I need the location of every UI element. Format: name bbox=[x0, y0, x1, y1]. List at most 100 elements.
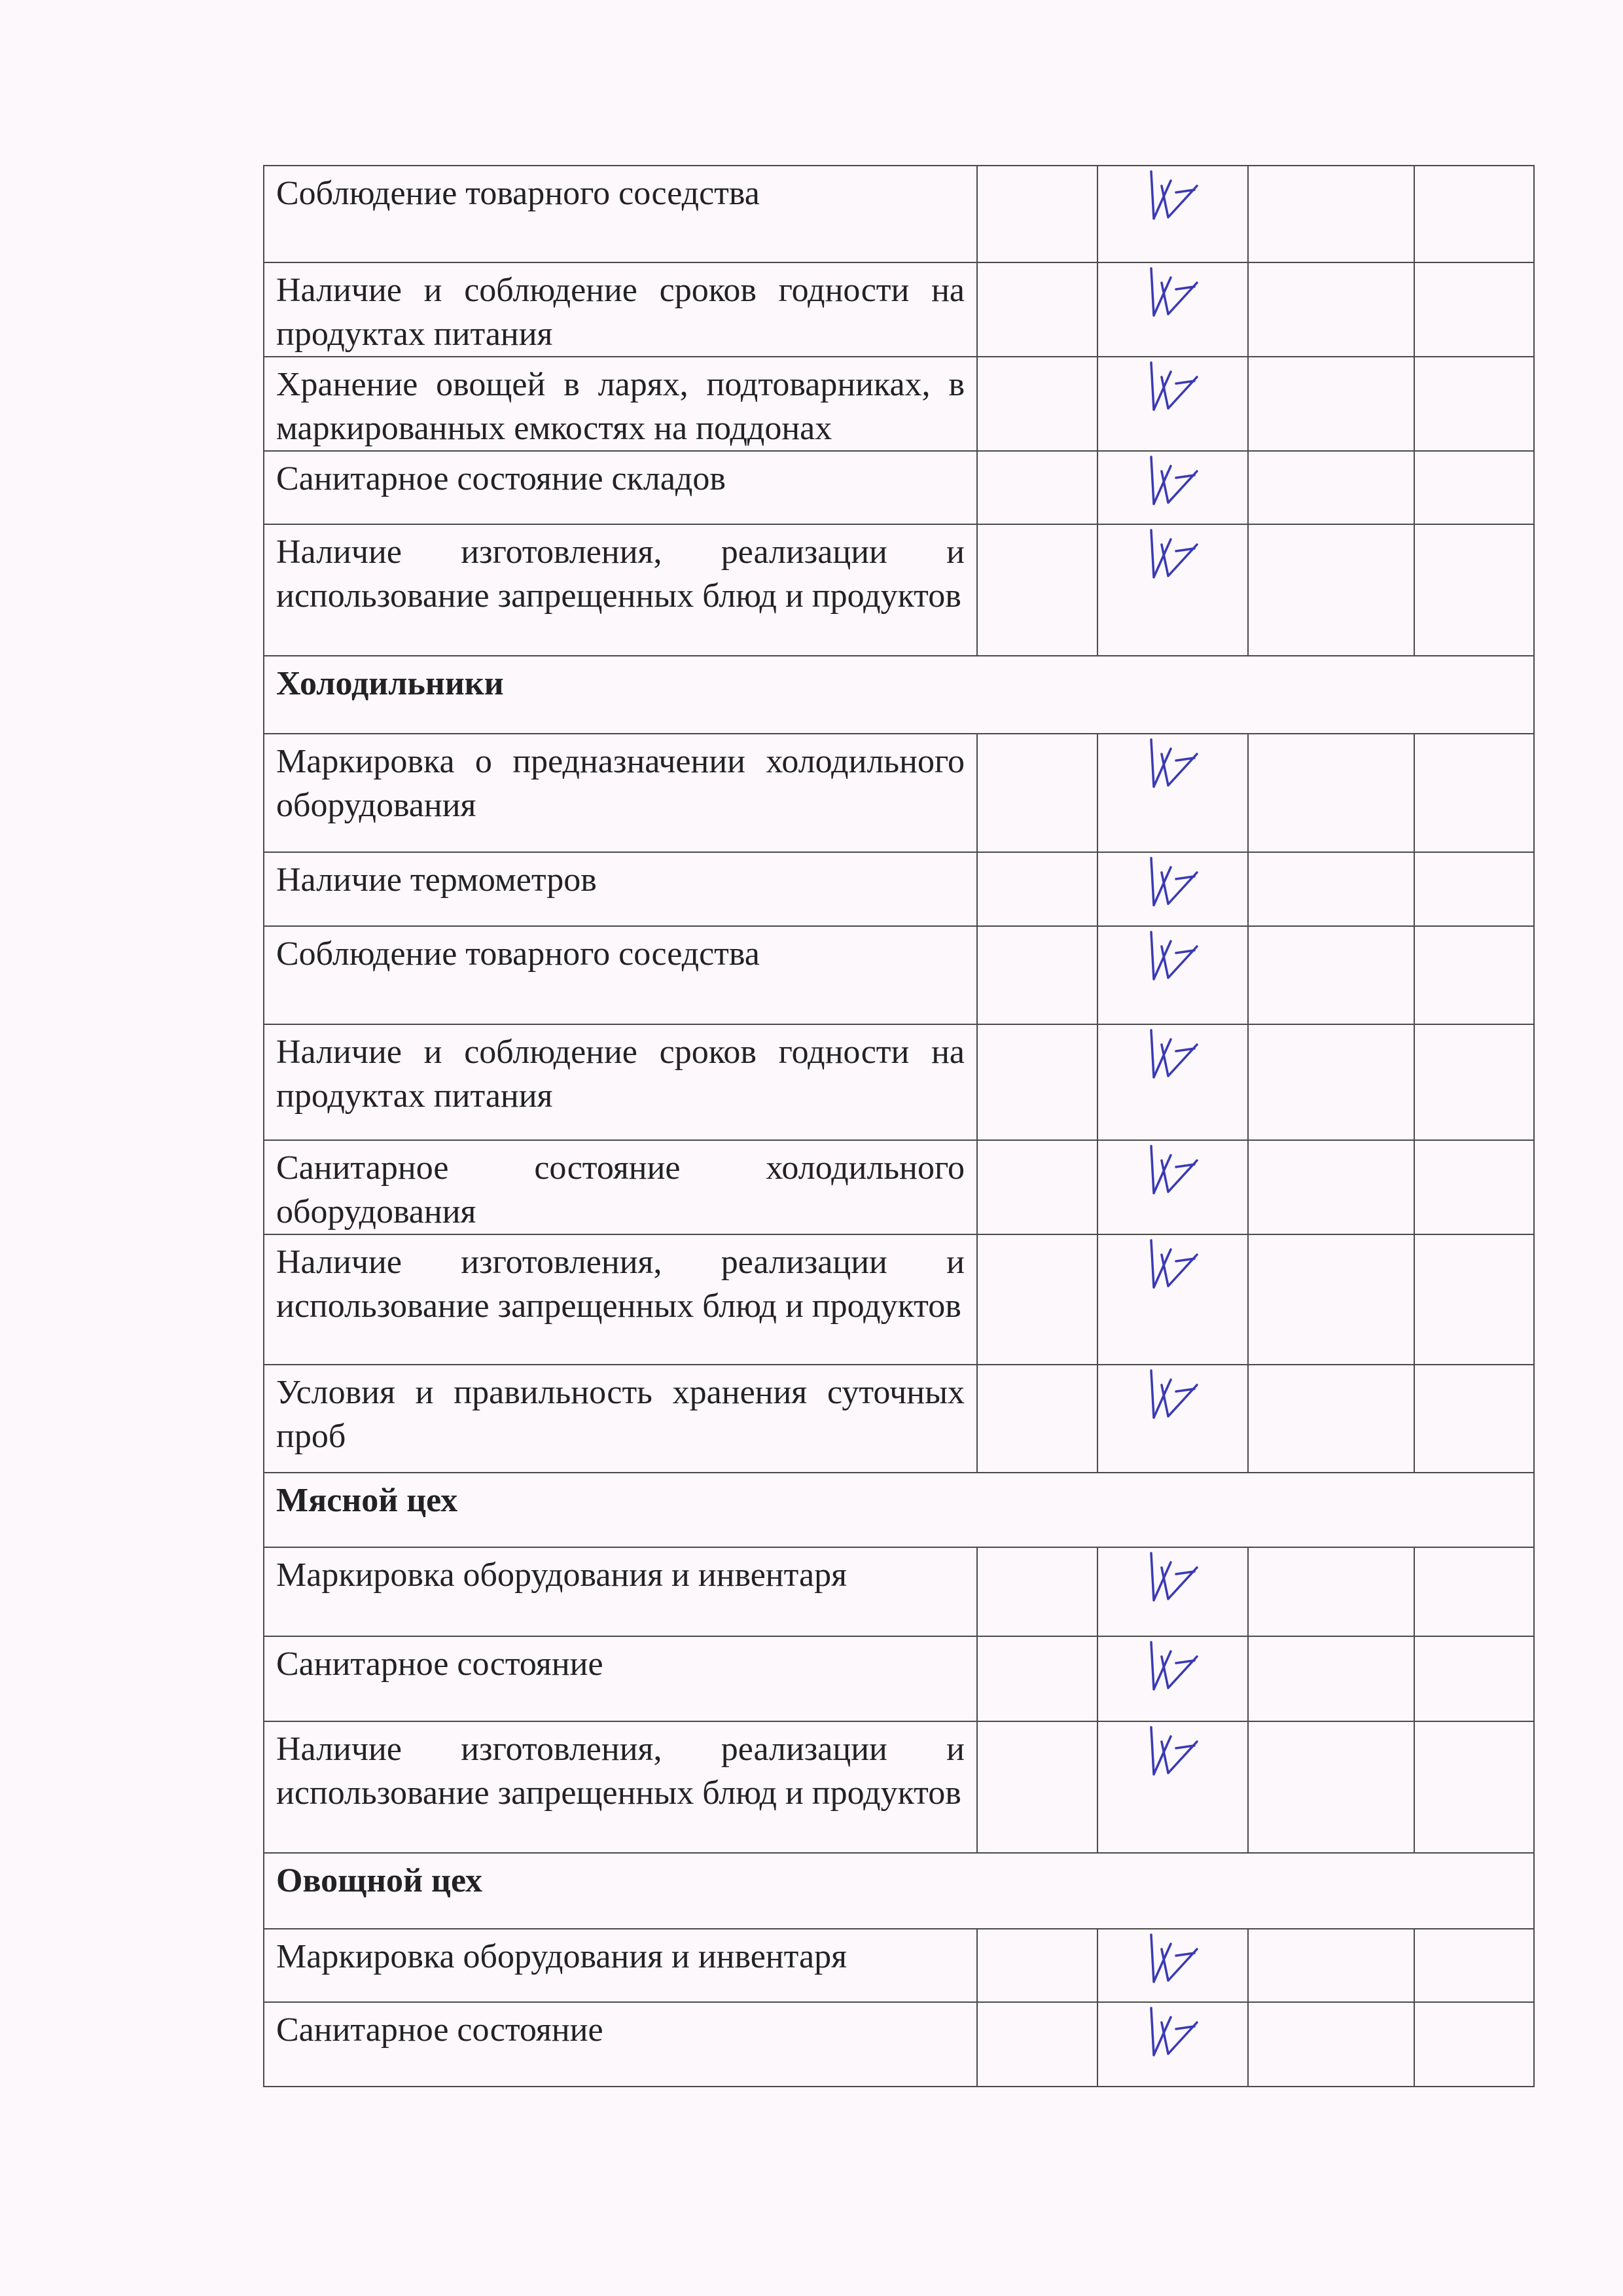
criterion-cell: Наличие изготовления, реализации и испол… bbox=[263, 1234, 978, 1365]
mark-cell-1 bbox=[976, 2001, 1098, 2087]
mark-cell-1 bbox=[976, 1139, 1098, 1235]
table-row: Санитарное состояние bbox=[263, 2001, 1535, 2087]
mark-cell-1 bbox=[976, 524, 1098, 656]
mark-cell-1 bbox=[976, 1024, 1098, 1141]
mark-cell-4 bbox=[1414, 165, 1535, 263]
handwritten-check-icon bbox=[1150, 267, 1198, 317]
criterion-cell: Наличие изготовления, реализации и испол… bbox=[263, 1721, 978, 1854]
mark-cell-3 bbox=[1247, 524, 1415, 656]
mark-cell-1 bbox=[976, 1636, 1098, 1722]
criterion-cell: Санитарное состояние холодильного оборуд… bbox=[263, 1139, 978, 1235]
mark-cell-4 bbox=[1414, 1928, 1535, 2003]
section-header-row: Мясной цех bbox=[263, 1472, 1535, 1548]
section-title: Холодильники bbox=[276, 665, 504, 702]
criterion-cell: Маркировка о предназначении холодильного… bbox=[263, 733, 978, 853]
criterion-cell: Маркировка оборудования и инвентаря bbox=[263, 1928, 978, 2003]
criterion-cell: Санитарное состояние bbox=[263, 2001, 978, 2087]
mark-cell-1 bbox=[976, 1364, 1098, 1473]
mark-cell-1 bbox=[976, 450, 1098, 525]
table-row: Наличие и соблюдение сроков годности на … bbox=[263, 1024, 1535, 1141]
criterion-cell: Санитарное состояние складов bbox=[263, 450, 978, 525]
mark-cell-2 bbox=[1097, 1721, 1249, 1854]
mark-cell-2 bbox=[1097, 524, 1249, 656]
criterion-cell: Соблюдение товарного соседства bbox=[263, 925, 978, 1025]
handwritten-check-icon bbox=[1150, 361, 1198, 411]
handwritten-check-icon bbox=[1150, 456, 1198, 505]
mark-cell-1 bbox=[976, 1928, 1098, 2003]
mark-cell-3 bbox=[1247, 1139, 1415, 1235]
mark-cell-4 bbox=[1414, 450, 1535, 525]
handwritten-check-icon bbox=[1150, 931, 1198, 980]
criterion-text: Санитарное состояние bbox=[276, 2011, 603, 2049]
handwritten-check-icon bbox=[1150, 857, 1198, 906]
criterion-text: Маркировка оборудования и инвентаря bbox=[276, 1938, 847, 1975]
criterion-cell: Хранение овощей в ларях, подтоварниках, … bbox=[263, 356, 978, 452]
criterion-text: Соблюдение товарного соседства bbox=[276, 175, 760, 212]
table-row: Соблюдение товарного соседства bbox=[263, 165, 1535, 263]
mark-cell-4 bbox=[1414, 1636, 1535, 1722]
mark-cell-4 bbox=[1414, 925, 1535, 1025]
criterion-cell: Наличие и соблюдение сроков годности на … bbox=[263, 1024, 978, 1141]
mark-cell-2 bbox=[1097, 165, 1249, 263]
table-row: Наличие изготовления, реализации и испол… bbox=[263, 1234, 1535, 1365]
mark-cell-2 bbox=[1097, 262, 1249, 357]
mark-cell-1 bbox=[976, 262, 1098, 357]
section-title: Овощной цех bbox=[276, 1862, 482, 1899]
mark-cell-1 bbox=[976, 165, 1098, 263]
handwritten-check-icon bbox=[1150, 1239, 1198, 1289]
table-row: Санитарное состояние складов bbox=[263, 450, 1535, 525]
criterion-text: Санитарное состояние холодильного оборуд… bbox=[276, 1149, 965, 1230]
handwritten-check-icon bbox=[1150, 1029, 1198, 1079]
handwritten-check-icon bbox=[1150, 1726, 1198, 1776]
mark-cell-3 bbox=[1247, 733, 1415, 853]
table-row: Наличие изготовления, реализации и испол… bbox=[263, 1721, 1535, 1854]
criterion-text: Хранение овощей в ларях, подтоварниках, … bbox=[276, 366, 965, 447]
inspection-checklist-table: Соблюдение товарного соседства Наличие и … bbox=[263, 165, 1535, 2087]
mark-cell-3 bbox=[1247, 356, 1415, 452]
table-row: Условия и правильность хранения суточных… bbox=[263, 1364, 1535, 1473]
mark-cell-3 bbox=[1247, 1024, 1415, 1141]
table-row: Наличие изготовления, реализации и испол… bbox=[263, 524, 1535, 656]
mark-cell-2 bbox=[1097, 356, 1249, 452]
mark-cell-4 bbox=[1414, 262, 1535, 357]
mark-cell-2 bbox=[1097, 852, 1249, 927]
table-row: Наличие термометров bbox=[263, 852, 1535, 927]
section-header-cell: Овощной цех bbox=[263, 1852, 1535, 1929]
mark-cell-4 bbox=[1414, 356, 1535, 452]
criterion-text: Наличие и соблюдение сроков годности на … bbox=[276, 1033, 965, 1115]
criterion-text: Санитарное состояние складов bbox=[276, 460, 726, 497]
section-title: Мясной цех bbox=[276, 1482, 458, 1519]
mark-cell-3 bbox=[1247, 165, 1415, 263]
table-row: Соблюдение товарного соседства bbox=[263, 925, 1535, 1025]
criterion-text: Маркировка оборудования и инвентаря bbox=[276, 1556, 847, 1594]
criterion-cell: Наличие изготовления, реализации и испол… bbox=[263, 524, 978, 656]
criterion-cell: Условия и правильность хранения суточных… bbox=[263, 1364, 978, 1473]
mark-cell-1 bbox=[976, 1547, 1098, 1637]
mark-cell-4 bbox=[1414, 2001, 1535, 2087]
mark-cell-3 bbox=[1247, 852, 1415, 927]
handwritten-check-icon bbox=[1150, 1552, 1198, 1602]
mark-cell-2 bbox=[1097, 450, 1249, 525]
mark-cell-2 bbox=[1097, 925, 1249, 1025]
handwritten-check-icon bbox=[1150, 170, 1198, 220]
mark-cell-3 bbox=[1247, 1636, 1415, 1722]
mark-cell-2 bbox=[1097, 1139, 1249, 1235]
mark-cell-2 bbox=[1097, 1024, 1249, 1141]
criterion-cell: Наличие и соблюдение сроков годности на … bbox=[263, 262, 978, 357]
mark-cell-1 bbox=[976, 1234, 1098, 1365]
criterion-text: Санитарное состояние bbox=[276, 1645, 603, 1683]
mark-cell-4 bbox=[1414, 1547, 1535, 1637]
mark-cell-3 bbox=[1247, 450, 1415, 525]
mark-cell-2 bbox=[1097, 2001, 1249, 2087]
criterion-text: Наличие изготовления, реализации и испол… bbox=[276, 1244, 965, 1325]
criterion-cell: Маркировка оборудования и инвентаря bbox=[263, 1547, 978, 1637]
mark-cell-1 bbox=[976, 356, 1098, 452]
table-row: Хранение овощей в ларях, подтоварниках, … bbox=[263, 356, 1535, 452]
handwritten-check-icon bbox=[1150, 1369, 1198, 1419]
criterion-text: Соблюдение товарного соседства bbox=[276, 935, 760, 973]
handwritten-check-icon bbox=[1150, 2007, 1198, 2056]
criterion-text: Условия и правильность хранения суточных… bbox=[276, 1374, 965, 1455]
handwritten-check-icon bbox=[1150, 738, 1198, 788]
table-row: Маркировка оборудования и инвентаря bbox=[263, 1928, 1535, 2003]
section-header-cell: Мясной цех bbox=[263, 1472, 1535, 1548]
